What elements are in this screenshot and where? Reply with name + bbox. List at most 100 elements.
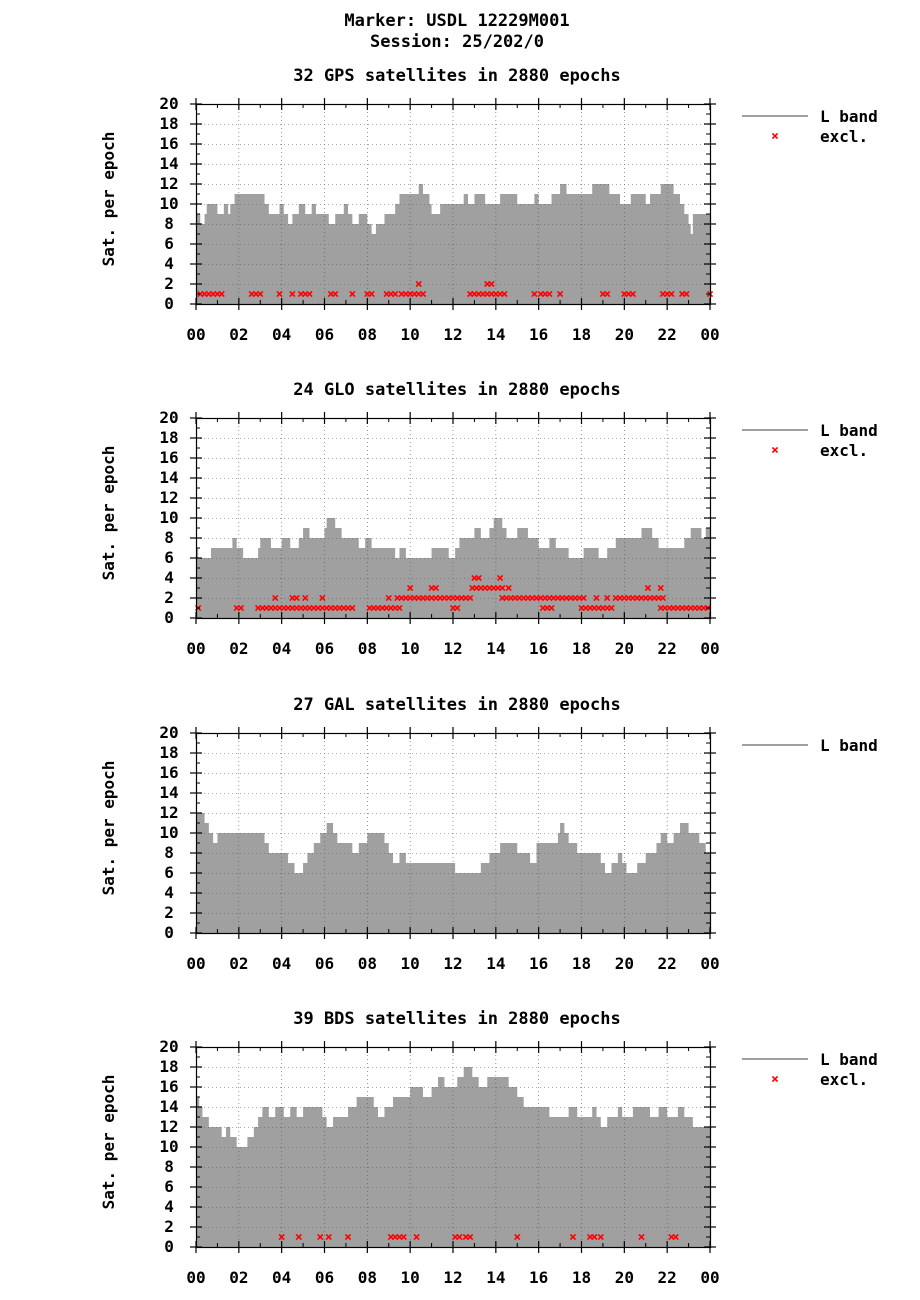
bds-x-tick-label: 02 (229, 1268, 248, 1287)
gal-chart-title: 27 GAL satellites in 2880 epochs (293, 695, 621, 715)
gps-excl-point (276, 290, 283, 298)
gps-y-tick-label: 12 (159, 174, 178, 193)
glo-x-tick-label: 14 (486, 639, 505, 658)
gps-excl-point (668, 290, 675, 298)
bds-y-tick-label: 10 (159, 1137, 178, 1156)
gal-y-tick-label: 14 (159, 783, 178, 802)
gps-y-tick-label: 0 (164, 294, 174, 313)
glo-excl-point (593, 594, 600, 602)
gal-x-tick-label: 02 (229, 954, 248, 973)
bds-excl-point (569, 1233, 577, 1241)
bds-y-tick-label: 6 (164, 1177, 174, 1196)
glo-excl-point (407, 584, 414, 592)
glo-legend-label: excl. (820, 441, 868, 460)
gps-excl-point (501, 290, 508, 298)
gps-legend-label: excl. (820, 127, 868, 146)
gal-x-tick-label: 20 (615, 954, 634, 973)
gps-excl-point (218, 290, 225, 298)
gps-x-tick-label: 04 (272, 325, 291, 344)
glo-x-tick-label: 00 (700, 639, 719, 658)
glo-y-tick-label: 20 (159, 408, 178, 427)
bds-chart-title: 39 BDS satellites in 2880 epochs (293, 1009, 621, 1029)
gps-excl-point (257, 290, 264, 298)
bds-x-tick-label: 06 (315, 1268, 334, 1287)
gps-excl-point (546, 290, 553, 298)
glo-x-tick-label: 04 (272, 639, 291, 658)
gps-excl-point (419, 290, 427, 298)
gal-y-tick-label: 10 (159, 823, 178, 842)
gps-excl-point (392, 290, 399, 298)
glo-y-tick-label: 12 (159, 488, 178, 507)
glo-excl-point (302, 594, 309, 602)
bds-y-tick-label: 20 (159, 1037, 178, 1056)
gps-x-tick-label: 06 (315, 325, 334, 344)
gal-x-tick-label: 00 (700, 954, 719, 973)
glo-x-tick-label: 22 (658, 639, 677, 658)
bds-legend-label: excl. (820, 1070, 868, 1089)
gps-x-tick-label: 18 (572, 325, 591, 344)
gps-x-tick-label: 22 (658, 325, 677, 344)
gps-y-tick-label: 4 (164, 254, 174, 273)
gal-x-tick-label: 14 (486, 954, 505, 973)
gps-x-tick-label: 20 (615, 325, 634, 344)
bds-x-tick-label: 08 (358, 1268, 377, 1287)
bds-chart: 39 BDS satellites in 2880 epochs02468101… (99, 1009, 878, 1287)
glo-x-tick-label: 02 (229, 639, 248, 658)
bds-y-tick-label: 12 (159, 1117, 178, 1136)
glo-y-axis-label: Sat. per epoch (99, 446, 118, 581)
glo-legend-excl-swatch (771, 446, 779, 454)
glo-x-tick-label: 00 (186, 639, 205, 658)
glo-excl-point (349, 604, 356, 612)
bds-excl-point (638, 1233, 645, 1241)
bds-y-tick-label: 2 (164, 1217, 174, 1236)
glo-y-tick-label: 6 (164, 548, 174, 567)
glo-chart: 24 GLO satellites in 2880 epochs02468101… (99, 380, 878, 658)
glo-excl-point (657, 584, 664, 592)
gps-grid (196, 104, 710, 304)
bds-y-tick-label: 16 (159, 1077, 178, 1096)
gal-y-tick-label: 16 (159, 763, 178, 782)
glo-y-tick-label: 14 (159, 468, 178, 487)
gal-x-tick-label: 00 (186, 954, 205, 973)
gal-x-tick-label: 10 (401, 954, 420, 973)
glo-excl-point (604, 594, 611, 602)
bds-y-tick-label: 18 (159, 1057, 178, 1076)
bds-x-tick-label: 04 (272, 1268, 291, 1287)
gal-x-tick-label: 12 (443, 954, 462, 973)
gps-x-tick-label: 08 (358, 325, 377, 344)
bds-x-tick-label: 18 (572, 1268, 591, 1287)
gps-x-tick-label: 00 (700, 325, 719, 344)
gps-excl-point (289, 290, 296, 298)
glo-y-tick-label: 2 (164, 588, 174, 607)
glo-x-tick-label: 20 (615, 639, 634, 658)
glo-x-tick-label: 06 (315, 639, 334, 658)
gps-y-tick-label: 2 (164, 274, 174, 293)
gps-x-tick-label: 00 (186, 325, 205, 344)
glo-excl-point (293, 594, 300, 602)
glo-x-tick-label: 10 (401, 639, 420, 658)
bds-excl-point (295, 1233, 302, 1241)
gps-excl-point (556, 290, 564, 298)
marker-title: Marker: USDL 12229M001 (344, 11, 569, 31)
gps-y-tick-label: 6 (164, 234, 174, 253)
bds-legend-label: L band (820, 1050, 878, 1069)
gps-excl-point (332, 290, 339, 298)
gps-excl-point (604, 290, 611, 298)
glo-y-tick-label: 10 (159, 508, 178, 527)
gps-chart: 32 GPS satellites in 2880 epochs02468101… (99, 66, 878, 344)
gal-y-tick-label: 12 (159, 803, 178, 822)
bds-y-tick-label: 0 (164, 1237, 174, 1256)
gal-x-tick-label: 18 (572, 954, 591, 973)
bds-x-tick-label: 22 (658, 1268, 677, 1287)
bds-x-tick-label: 14 (486, 1268, 505, 1287)
bds-y-axis-label: Sat. per epoch (99, 1075, 118, 1210)
glo-excl-point (505, 584, 512, 592)
gps-excl-point (488, 280, 495, 288)
glo-excl-point (499, 584, 506, 592)
bds-excl-point (400, 1233, 407, 1241)
session-title: Session: 25/202/0 (370, 32, 544, 52)
gal-y-tick-label: 20 (159, 723, 178, 742)
glo-excl-point (466, 594, 474, 602)
glo-x-tick-label: 08 (358, 639, 377, 658)
